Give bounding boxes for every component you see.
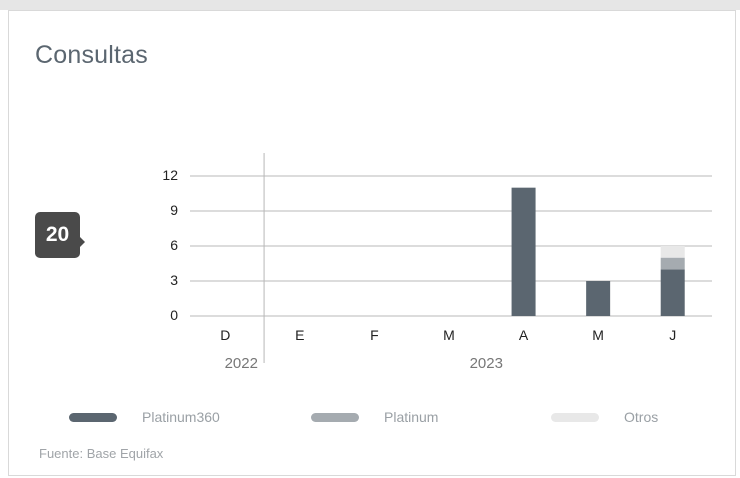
y-tick-label: 3 <box>170 272 178 288</box>
y-tick-label: 0 <box>170 307 178 323</box>
y-tick-label: 9 <box>170 202 178 218</box>
card-title: Consultas <box>35 41 148 69</box>
bar-otros-6 <box>660 246 685 258</box>
legend-item-platinum[interactable]: Platinum <box>311 409 438 425</box>
legend-swatch-otros <box>551 412 599 422</box>
x-tick-label: A <box>519 327 529 343</box>
x-tick-label: J <box>669 327 676 343</box>
year-label: 2022 <box>225 355 258 372</box>
chart-legend: Platinum360 Platinum Otros <box>9 409 737 429</box>
consultas-card: Consultas 20 0 3 6 9 12 D E F M A M J 2022 2023 Plati… <box>8 10 736 476</box>
x-tick-label: D <box>220 327 230 343</box>
x-tick-label: E <box>295 327 304 343</box>
x-tick-label: M <box>443 327 455 343</box>
source-note: Fuente: Base Equifax <box>39 446 164 461</box>
bar-platinum-6 <box>660 257 685 270</box>
bar-platinum360-5 <box>586 281 611 316</box>
consultas-chart: 0 3 6 9 12 D E F M A M J 2022 2023 <box>162 153 712 372</box>
legend-label-platinum: Platinum <box>384 409 439 425</box>
x-tick-label: F <box>370 327 379 343</box>
y-tick-label: 6 <box>170 237 178 253</box>
year-label: 2023 <box>470 355 503 372</box>
legend-swatch-platinum <box>311 412 359 422</box>
legend-label-platinum360: Platinum360 <box>142 409 220 425</box>
legend-label-otros: Otros <box>624 409 659 425</box>
total-badge: 20 <box>35 212 85 258</box>
bar-platinum360-6 <box>660 269 685 316</box>
legend-item-platinum360[interactable]: Platinum360 <box>69 409 220 425</box>
top-strip <box>0 0 740 10</box>
legend-swatch-platinum360 <box>69 412 117 422</box>
legend-item-otros[interactable]: Otros <box>551 409 658 425</box>
x-tick-label: M <box>592 327 604 343</box>
y-tick-label: 12 <box>162 167 178 183</box>
bar-platinum360-4 <box>511 187 536 316</box>
